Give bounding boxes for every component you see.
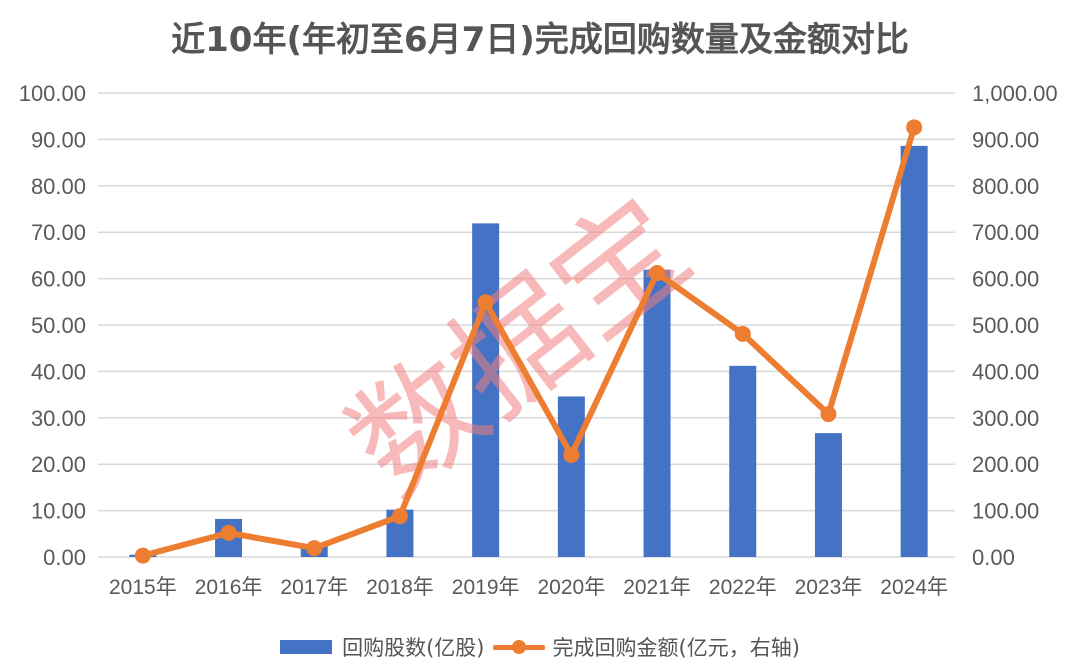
bar[interactable] <box>814 433 842 557</box>
line-marker[interactable] <box>734 325 751 342</box>
x-tick-label: 2024年 <box>880 576 948 599</box>
x-tick-label: 2019年 <box>452 576 520 599</box>
x-axis-labels: 2015年 2016年 2017年 2018年 2019年 2020年 2021年 2022年… <box>109 576 948 599</box>
bar[interactable] <box>557 396 585 557</box>
legend: 回购股数(亿股) 完成回购金额(亿元，右轴) <box>0 632 1080 662</box>
legend-item-bar[interactable]: 回购股数(亿股) <box>280 632 485 662</box>
right-tick-label: 700.00 <box>972 220 1039 245</box>
left-tick-label: 40.00 <box>31 359 86 384</box>
bar[interactable] <box>729 365 757 557</box>
legend-bar-label: 回购股数(亿股) <box>342 636 485 660</box>
line-marker[interactable] <box>220 524 237 541</box>
legend-item-line[interactable]: 完成回购金额(亿元，右轴) <box>492 632 800 662</box>
line-series <box>134 119 923 564</box>
line-marker[interactable] <box>477 294 494 311</box>
right-tick-label: 600.00 <box>972 267 1039 292</box>
line-marker[interactable] <box>820 406 837 423</box>
left-axis-ticks: 0.00 10.00 20.00 30.00 40.00 50.00 60.00 70.00 8… <box>19 81 86 570</box>
right-axis-ticks: 0.00 100.00 200.00 300.00 400.00 500.00 600.00… <box>972 81 1058 570</box>
line-marker[interactable] <box>134 547 151 564</box>
right-tick-label: 500.00 <box>972 313 1039 338</box>
line-path <box>142 126 918 559</box>
line-marker-swatch-icon <box>492 640 545 654</box>
x-tick-label: 2021年 <box>623 576 691 599</box>
left-tick-label: 0.00 <box>43 545 86 570</box>
x-tick-label: 2023年 <box>795 576 863 599</box>
bar-swatch-icon <box>280 640 333 654</box>
x-tick-label: 2020年 <box>537 576 605 599</box>
legend-line-label: 完成回购金额(亿元，右轴) <box>552 636 800 660</box>
right-tick-label: 900.00 <box>972 127 1039 152</box>
bar[interactable] <box>643 269 671 557</box>
x-tick-label: 2017年 <box>280 576 348 599</box>
right-tick-label: 1,000.00 <box>972 81 1058 106</box>
x-tick-label: 2022年 <box>709 576 777 599</box>
left-tick-label: 50.00 <box>31 313 86 338</box>
left-tick-label: 70.00 <box>31 220 86 245</box>
left-tick-label: 90.00 <box>31 127 86 152</box>
line-marker[interactable] <box>649 265 666 282</box>
right-tick-label: 0.00 <box>972 545 1015 570</box>
bar[interactable] <box>900 145 928 557</box>
right-tick-label: 800.00 <box>972 174 1039 199</box>
bar-series <box>129 145 928 557</box>
gridlines <box>98 92 955 558</box>
line-marker[interactable] <box>306 540 323 557</box>
right-tick-label: 100.00 <box>972 499 1039 524</box>
x-tick-label: 2016年 <box>195 576 263 599</box>
line-marker[interactable] <box>906 119 923 136</box>
right-tick-label: 200.00 <box>972 452 1039 477</box>
left-tick-label: 20.00 <box>31 452 86 477</box>
right-tick-label: 300.00 <box>972 406 1039 431</box>
bar[interactable] <box>472 223 500 557</box>
chart-title: 近10年(年初至6月7日)完成回购数量及金额对比 <box>171 20 909 60</box>
left-tick-label: 30.00 <box>31 406 86 431</box>
line-marker[interactable] <box>563 446 580 463</box>
x-tick-label: 2015年 <box>109 576 177 599</box>
left-tick-label: 60.00 <box>31 267 86 292</box>
x-tick-label: 2018年 <box>366 576 434 599</box>
left-tick-label: 10.00 <box>31 499 86 524</box>
left-tick-label: 80.00 <box>31 174 86 199</box>
line-marker[interactable] <box>391 508 408 525</box>
left-tick-label: 100.00 <box>19 81 86 106</box>
right-tick-label: 400.00 <box>972 359 1039 384</box>
